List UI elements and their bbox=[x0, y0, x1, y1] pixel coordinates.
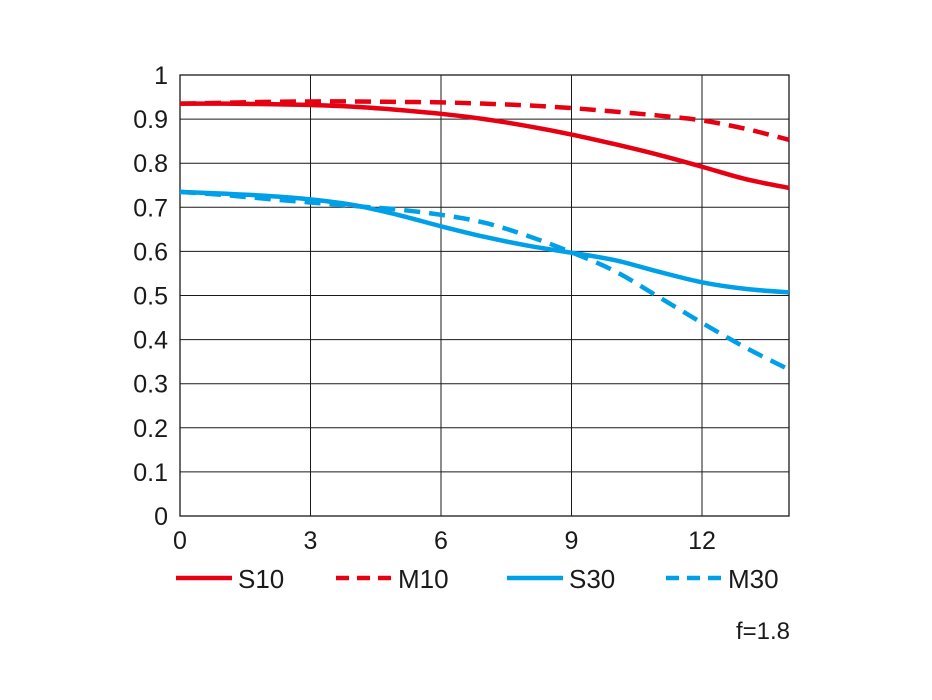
aperture-annotation: f=1.8 bbox=[736, 618, 790, 645]
series-line-s30 bbox=[179, 189, 790, 295]
y-tick-label: 0 bbox=[154, 503, 168, 531]
x-tick-label: 0 bbox=[173, 527, 187, 555]
y-tick-label: 0.1 bbox=[133, 459, 168, 487]
series-line-m30 bbox=[179, 189, 791, 372]
series-line-s10 bbox=[179, 101, 790, 191]
y-tick-label: 0.2 bbox=[133, 415, 168, 443]
y-tick-label: 0.6 bbox=[133, 238, 168, 266]
y-tick-label: 0.7 bbox=[133, 194, 168, 222]
x-tick-label: 9 bbox=[565, 527, 579, 555]
y-tick-label: 1 bbox=[154, 62, 168, 90]
y-tick-label: 0.9 bbox=[133, 106, 168, 134]
series-line-m10 bbox=[179, 99, 790, 143]
series-lines bbox=[179, 99, 791, 372]
y-tick-label: 0.3 bbox=[133, 371, 168, 399]
legend: S10 M10 S30 M30 bbox=[176, 564, 779, 594]
x-tick-label: 6 bbox=[434, 527, 448, 555]
y-tick-label: 0.8 bbox=[133, 150, 168, 178]
legend-label-s10: S10 bbox=[238, 564, 284, 594]
axis-tick-labels: 0 0.1 0.2 0.3 0.4 0.5 0.6 0.7 0.8 0.9 1 0 3 6 9 12 bbox=[133, 62, 716, 555]
y-tick-label: 0.4 bbox=[133, 327, 168, 355]
grid bbox=[179, 74, 790, 517]
plot-frame bbox=[179, 74, 790, 517]
y-tick-label: 0.5 bbox=[133, 283, 168, 311]
x-tick-label: 3 bbox=[304, 527, 318, 555]
legend-label-s30: S30 bbox=[569, 564, 615, 594]
x-tick-label: 12 bbox=[688, 527, 716, 555]
legend-label-m10: M10 bbox=[398, 564, 449, 594]
legend-label-m30: M30 bbox=[728, 564, 779, 594]
